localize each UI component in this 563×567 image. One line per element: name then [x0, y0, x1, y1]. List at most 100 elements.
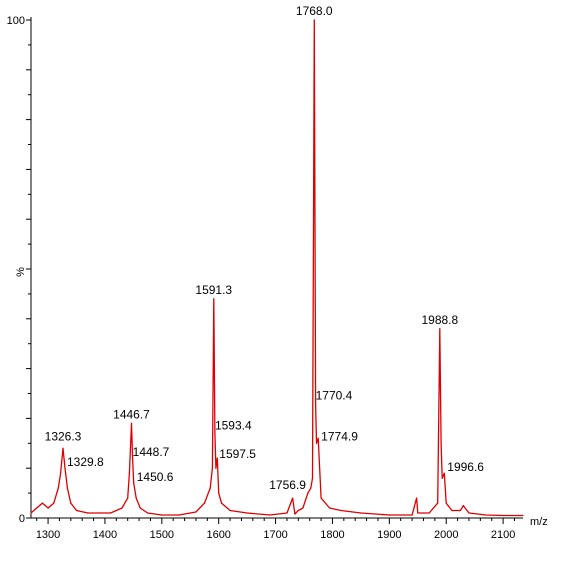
spectrum-point: [340, 509, 342, 512]
spectrum-point: [216, 457, 218, 459]
spectrum-point: [310, 487, 312, 489]
y-tick-label: 0: [19, 513, 25, 525]
peak-label: 1329.8: [67, 455, 104, 469]
spectrum-point: [133, 482, 135, 484]
spectrum-point: [87, 512, 89, 514]
spectrum-point: [62, 447, 64, 449]
spectrum-point: [203, 502, 206, 504]
spectrum-point: [215, 467, 217, 469]
spectrum-point: [302, 507, 304, 509]
spectrum-point: [388, 514, 390, 516]
spectrum-point: [127, 497, 129, 499]
spectrum-point: [98, 512, 100, 514]
spectrum-point: [459, 509, 461, 512]
x-tick-label: 1300: [36, 529, 60, 541]
spectrum-point: [130, 422, 133, 424]
peak-label: 1326.3: [45, 429, 82, 443]
spectrum-point: [66, 487, 68, 489]
x-tick-label: 2100: [491, 529, 515, 541]
spectrum-point: [209, 487, 211, 489]
spectrum-point: [211, 467, 213, 469]
spectrum-point: [147, 512, 149, 514]
spectrum-point: [269, 514, 271, 516]
peak-label: 1988.8: [421, 313, 458, 327]
spectrum-point: [220, 502, 223, 504]
spectrum-point: [75, 509, 78, 512]
spectrum-point: [229, 509, 231, 512]
peak-label: 1446.7: [113, 407, 150, 421]
spectrum-point: [30, 512, 32, 514]
spectrum-point: [246, 512, 248, 514]
peak-label: 1996.6: [447, 460, 484, 474]
spectrum-point: [57, 487, 59, 489]
spectrum-point: [70, 502, 72, 504]
spectrum-point: [64, 467, 66, 469]
spectrum-point: [437, 502, 439, 504]
spectrum-point: [417, 512, 419, 514]
spectrum-point: [36, 507, 38, 509]
peak-label: 1591.3: [195, 283, 232, 297]
spectrum-point: [161, 514, 163, 516]
spectrum-point: [135, 497, 137, 499]
spectrum-point: [320, 497, 322, 499]
spectrum-point: [411, 514, 413, 516]
spectrum-point: [53, 502, 55, 504]
x-tick-label: 2000: [434, 529, 458, 541]
spectrum-point: [297, 509, 299, 512]
peak-label: 1768.0: [296, 4, 333, 18]
spectrum-point: [195, 511, 197, 513]
spectrum-point: [441, 477, 443, 479]
spectrum-point: [451, 509, 453, 512]
spectrum-point: [315, 442, 318, 444]
spectrum-point: [443, 472, 445, 474]
spectrum-point: [139, 507, 141, 509]
spectrum-point: [60, 472, 62, 474]
spectrum-point: [468, 512, 470, 514]
spectrum-point: [294, 513, 296, 515]
spectrum-point: [292, 497, 294, 499]
spectrum-point: [214, 432, 216, 434]
spectrum-series: [30, 19, 524, 517]
spectrum-point: [317, 437, 319, 439]
spectrum-point: [128, 472, 130, 474]
peak-label: 1448.7: [133, 445, 170, 459]
spectrum-point: [416, 497, 418, 499]
peak-label: 1593.4: [215, 418, 252, 432]
peak-label: 1774.9: [321, 429, 358, 443]
spectrum-point: [178, 514, 180, 516]
spectrum-point: [132, 457, 134, 459]
spectrum-point: [313, 19, 315, 21]
spectrum-point: [439, 328, 441, 330]
y-axis-title: %: [15, 267, 27, 277]
spectrum-point: [307, 492, 309, 494]
spectrum-point: [462, 505, 464, 507]
x-tick-label: 1400: [93, 529, 117, 541]
peak-label: 1450.6: [137, 470, 174, 484]
spectrum-point: [445, 502, 447, 504]
axes-group: 0 100% 1300 1400 1500 1600 1700 1800 1900 2000 210…: [7, 15, 548, 541]
spectrum-point: [311, 477, 314, 479]
peak-label: 1756.9: [269, 478, 306, 492]
spectrum-point: [502, 514, 504, 517]
spectrum-point: [428, 512, 430, 514]
spectrum-point: [110, 512, 112, 514]
spectrum-point: [440, 442, 442, 444]
spectrum-point: [213, 298, 215, 300]
x-tick-label: 1600: [206, 529, 230, 541]
peak-label: 1597.5: [219, 447, 256, 461]
spectrum-point: [329, 507, 331, 509]
x-tick-label: 1900: [377, 529, 401, 541]
peak-label: 1770.4: [316, 388, 353, 402]
x-tick-label: 1500: [150, 529, 174, 541]
x-tick-label: 1700: [263, 529, 287, 541]
spectrum-point: [485, 514, 487, 516]
y-tick-label: 100: [7, 15, 25, 27]
spectrum-point: [315, 402, 317, 405]
spectrum-point: [218, 492, 220, 494]
spectrum-point: [360, 512, 362, 514]
peak-labels-group: 1768.0 1591.3 1988.8 1770.4 1446.7 1593.4 1774…: [45, 4, 485, 492]
x-tick-label: 1800: [320, 529, 344, 541]
spectrum-line: [30, 19, 523, 517]
